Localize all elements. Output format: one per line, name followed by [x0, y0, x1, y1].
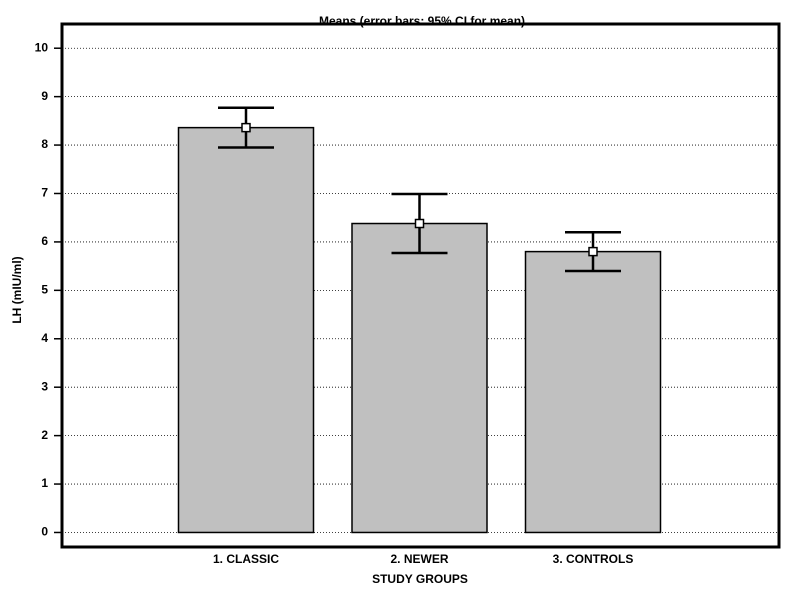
y-axis-label: LH (mIU/ml): [10, 256, 24, 323]
y-tick-label: 0: [41, 525, 48, 539]
y-tick-label: 5: [41, 283, 48, 297]
y-tick-label: 4: [41, 331, 48, 345]
y-tick-label: 7: [41, 186, 48, 200]
y-tick-label: 6: [41, 234, 48, 248]
y-tick-label: 8: [41, 137, 48, 151]
x-tick-label: 1. CLASSIC: [213, 552, 279, 566]
bar: [177, 126, 315, 534]
mean-marker: [588, 246, 598, 257]
chart-title: Means (error bars: 95% CI for mean): [319, 14, 525, 28]
y-tick-label: 3: [41, 379, 48, 393]
x-tick-label: 3. CONTROLS: [553, 552, 634, 566]
bar: [524, 250, 662, 534]
y-tick-label: 10: [35, 40, 49, 54]
plot-frame: [60, 22, 781, 549]
x-axis-label: STUDY GROUPS: [372, 572, 468, 586]
bar: [351, 222, 488, 534]
y-tick-label: 2: [41, 428, 48, 442]
y-tick-label: 1: [41, 476, 48, 490]
mean-marker: [414, 218, 425, 229]
mean-marker: [241, 122, 251, 133]
x-tick-label: 2. NEWER: [390, 552, 448, 566]
y-tick-label: 9: [41, 89, 48, 103]
